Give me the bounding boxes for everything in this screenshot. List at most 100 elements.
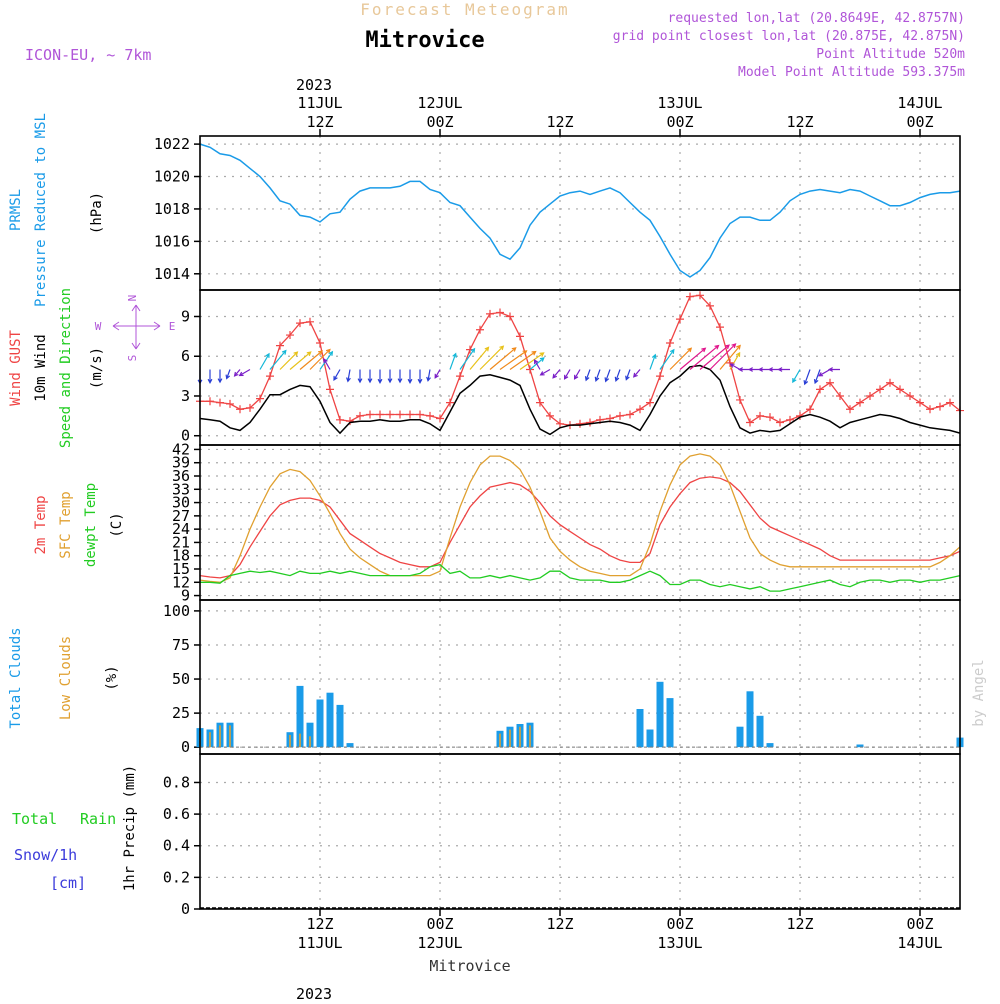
wind-arrow (539, 368, 551, 376)
wind-arrow (489, 347, 517, 370)
gust-marker (326, 385, 334, 394)
gust-marker (206, 397, 214, 406)
wind-arrow (519, 352, 545, 370)
y-tick-label: 0.2 (163, 868, 190, 886)
gust-marker (266, 372, 274, 381)
gust-marker (546, 411, 554, 420)
bottom-hour-label: 00Z (666, 915, 693, 933)
wind-arrow (269, 349, 287, 370)
total-clouds-bar (736, 726, 744, 748)
gust-marker (766, 413, 774, 422)
gust-marker (816, 385, 824, 394)
total-clouds-bar (856, 744, 864, 748)
y-tick-label: 1020 (154, 168, 190, 186)
gust-marker (776, 418, 784, 427)
gust-marker (496, 308, 504, 317)
wind-arrow (407, 369, 413, 384)
wind-arrow (397, 369, 403, 384)
wind-arrow (699, 344, 730, 370)
dewpoint-line (200, 563, 961, 592)
y-tick-label: 100 (163, 602, 190, 620)
precip-snow-label: Snow/1h (14, 846, 77, 864)
gust-marker (876, 385, 884, 394)
y-tick-label: 0 (181, 427, 190, 445)
total-clouds-bar (306, 722, 314, 748)
gust-marker (636, 405, 644, 414)
gust-marker (306, 317, 314, 326)
gust-marker (416, 410, 424, 419)
wind-arrow (289, 351, 312, 370)
low-clouds-bar (509, 729, 511, 748)
gust-marker (806, 405, 814, 414)
low-clouds-label: Low Clouds (58, 636, 74, 720)
y-tick-label: 50 (172, 670, 190, 688)
gust-marker (866, 391, 874, 400)
y-tick-label: 1014 (154, 265, 190, 283)
total-clouds-bar (756, 715, 764, 748)
compass-e: E (169, 320, 176, 333)
gust-marker (746, 418, 754, 427)
total-clouds-bar (636, 709, 644, 748)
wind-arrow (594, 369, 601, 382)
wind-unit: (m/s) (89, 347, 105, 389)
wind-arrow (346, 369, 351, 383)
gust-marker (896, 385, 904, 394)
y-tick-label: 0.6 (163, 805, 190, 823)
low-clouds-bar (219, 725, 221, 748)
wind-arrow (299, 350, 324, 370)
wind-arrow (813, 369, 821, 385)
gust-marker (836, 391, 844, 400)
y-tick-label: 36 (172, 467, 190, 485)
bottom-date-label: 13JUL (657, 934, 702, 952)
gust-marker (726, 358, 734, 367)
gust-marker (686, 292, 694, 301)
compass-arrows (112, 304, 161, 350)
y-tick-label: 18 (172, 547, 190, 565)
panel-frame (199, 599, 961, 755)
wind-arrow (584, 369, 591, 382)
low-clouds-bar (519, 726, 521, 748)
y-tick-label: 75 (172, 636, 190, 654)
wind-arrow (357, 369, 363, 384)
top-year: 2023 (296, 76, 332, 94)
wind-arrow (827, 367, 840, 372)
gust-marker (846, 405, 854, 414)
wind-arrow (426, 369, 431, 382)
y-tick-label: 1016 (154, 232, 190, 250)
gust-marker (556, 419, 564, 428)
gust-marker (256, 394, 264, 403)
wind-arrow (377, 369, 383, 384)
gust-marker (916, 398, 924, 407)
watermark: by Angel (971, 659, 987, 726)
y-tick-label: 15 (172, 560, 190, 578)
total-clouds-bar (666, 698, 674, 748)
bottom-hour-label: 12Z (786, 915, 813, 933)
gust-marker (586, 418, 594, 427)
wind-arrow (573, 369, 581, 380)
gust-marker (296, 319, 304, 328)
top-date-label: 13JUL (657, 94, 702, 112)
wind-arrow (367, 369, 373, 384)
wind-arrow (533, 359, 541, 370)
low-clouds-bar (499, 733, 501, 748)
wind-arrow (669, 347, 693, 370)
low-clouds-bar (289, 734, 291, 748)
low-clouds-bar (529, 725, 531, 748)
top-hour-label: 00Z (426, 113, 453, 131)
location-title: Mitrovice (365, 28, 484, 53)
y-tick-label: 12 (172, 573, 190, 591)
pressure-line (199, 143, 961, 278)
wind-arrow (333, 369, 341, 381)
gust-marker (656, 372, 664, 381)
top-title: Forecast Meteogram (360, 0, 569, 19)
gust-marker (276, 341, 284, 350)
gust-marker (706, 301, 714, 310)
total-clouds-bar (766, 743, 774, 748)
gust-marker (926, 405, 934, 414)
top-date-label: 11JUL (297, 94, 342, 112)
gust-marker (236, 405, 244, 414)
wind-arrow (279, 351, 299, 370)
bottom-hour-label: 12Z (546, 915, 573, 933)
bottom-hour-label: 12Z (306, 915, 333, 933)
